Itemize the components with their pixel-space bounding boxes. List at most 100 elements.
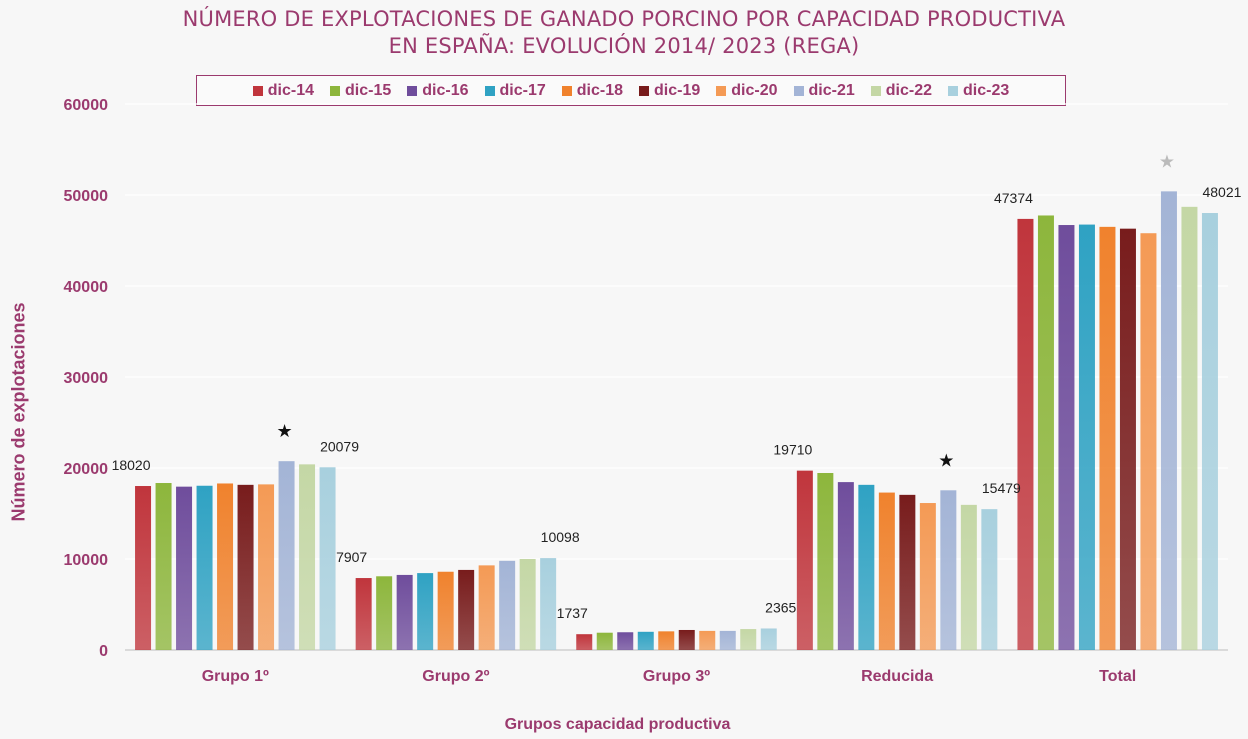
legend-label: dic-20 bbox=[731, 81, 778, 99]
legend-swatch bbox=[407, 85, 418, 96]
bar-grupo-2-dic-19 bbox=[458, 569, 475, 650]
legend-item-dic-20: dic-20 bbox=[716, 81, 778, 100]
y-tick-label: 50000 bbox=[64, 188, 109, 205]
legend-item-dic-19: dic-19 bbox=[639, 82, 700, 100]
bar-grupo-2-dic-23 bbox=[540, 558, 557, 650]
legend-swatch bbox=[948, 85, 958, 96]
data-label: 47374 bbox=[994, 190, 1033, 206]
bar-grupo-1-dic-22 bbox=[299, 464, 316, 650]
bar-grupo-1-dic-17 bbox=[196, 485, 213, 650]
x-tick-label: Grupo 1º bbox=[202, 668, 269, 685]
legend-swatch bbox=[484, 85, 495, 96]
legend-item-dic-14: dic-14 bbox=[252, 81, 314, 100]
chart-title: NÚMERO DE EXPLOTACIONES DE GANADO PORCIN… bbox=[0, 6, 1248, 60]
legend-swatch bbox=[252, 85, 263, 96]
data-label: 1737 bbox=[557, 605, 588, 621]
bar-grupo-3-dic-22 bbox=[740, 629, 757, 650]
y-tick-label: 30000 bbox=[64, 370, 109, 387]
bar-reducida-dic-23 bbox=[981, 509, 998, 650]
legend-item-dic-15: dic-15 bbox=[330, 82, 391, 100]
y-axis-label: Número de explotaciones bbox=[8, 302, 29, 522]
bar-grupo-2-dic-15 bbox=[376, 576, 393, 650]
x-axis-label: Grupos capacidad productiva bbox=[504, 716, 731, 733]
star-icon: ★ bbox=[938, 450, 954, 471]
y-tick-label: 20000 bbox=[64, 461, 109, 478]
legend-swatch bbox=[561, 85, 572, 96]
legend-label: dic-15 bbox=[345, 81, 392, 99]
star-icon: ★ bbox=[1159, 151, 1175, 172]
legend-item-dic-23: dic-23 bbox=[948, 82, 1009, 100]
bar-grupo-3-dic-20 bbox=[699, 630, 716, 650]
bar-grupo-3-dic-19 bbox=[678, 629, 695, 650]
bar-grupo-2-dic-14 bbox=[355, 578, 372, 650]
bar-total-dic-18 bbox=[1099, 226, 1116, 650]
bar-reducida-dic-14 bbox=[796, 470, 813, 650]
bar-grupo-3-dic-21 bbox=[719, 630, 736, 650]
bar-total-dic-23 bbox=[1201, 213, 1218, 650]
y-tick-label: 40000 bbox=[64, 279, 109, 296]
x-tick-label: Total bbox=[1099, 668, 1136, 685]
bar-reducida-dic-21 bbox=[940, 490, 957, 650]
bar-grupo-1-dic-23 bbox=[319, 467, 336, 650]
data-label: 15479 bbox=[982, 480, 1021, 496]
bar-grupo-2-dic-16 bbox=[396, 574, 413, 650]
bar-grupo-2-dic-17 bbox=[417, 573, 434, 650]
bar-grupo-1-dic-18 bbox=[217, 483, 234, 650]
bar-reducida-dic-22 bbox=[960, 504, 977, 650]
legend-label: dic-23 bbox=[963, 81, 1010, 99]
legend-item-dic-21: dic-21 bbox=[793, 81, 855, 100]
bar-grupo-1-dic-19 bbox=[237, 484, 254, 650]
bar-grupo-1-dic-15 bbox=[155, 483, 172, 650]
bar-total-dic-22 bbox=[1181, 206, 1198, 650]
legend-item-dic-22: dic-22 bbox=[870, 81, 932, 100]
legend-label: dic-18 bbox=[576, 81, 623, 99]
legend-label: dic-16 bbox=[422, 81, 469, 99]
bar-grupo-2-dic-21 bbox=[499, 560, 516, 650]
bar-grupo-3-dic-18 bbox=[658, 631, 675, 650]
bar-grupo-1-dic-21 bbox=[278, 461, 295, 650]
star-icon: ★ bbox=[276, 421, 292, 442]
data-label: 48021 bbox=[1202, 184, 1241, 200]
bar-grupo-2-dic-20 bbox=[478, 565, 495, 650]
legend-label: dic-14 bbox=[267, 81, 314, 99]
x-tick-label: Grupo 3º bbox=[643, 668, 710, 685]
legend-swatch bbox=[716, 85, 727, 96]
legend-swatch bbox=[330, 85, 340, 96]
bar-grupo-3-dic-16 bbox=[617, 632, 634, 650]
legend-label: dic-21 bbox=[808, 81, 855, 99]
bar-grupo-2-dic-22 bbox=[519, 559, 536, 650]
bar-total-dic-20 bbox=[1140, 233, 1157, 650]
bar-grupo-1-dic-16 bbox=[176, 486, 193, 650]
data-label: 7907 bbox=[336, 549, 367, 565]
bar-reducida-dic-19 bbox=[899, 494, 916, 650]
data-label: 2365 bbox=[765, 599, 796, 615]
x-tick-label: Reducida bbox=[861, 668, 933, 685]
bar-reducida-dic-17 bbox=[858, 484, 875, 650]
legend-label: dic-22 bbox=[885, 81, 932, 99]
legend-swatch bbox=[870, 85, 881, 96]
legend-label: dic-19 bbox=[654, 81, 701, 99]
bar-grupo-1-dic-20 bbox=[258, 484, 275, 650]
bar-total-dic-17 bbox=[1078, 224, 1095, 650]
data-label: 20079 bbox=[320, 438, 359, 454]
bar-total-dic-14 bbox=[1017, 218, 1034, 650]
chart-title-line-2: EN ESPAÑA: EVOLUCIÓN 2014/ 2023 (REGA) bbox=[388, 34, 860, 58]
legend-label: dic-17 bbox=[499, 81, 546, 99]
bar-grupo-1-dic-14 bbox=[135, 486, 152, 650]
bar-total-dic-16 bbox=[1058, 225, 1075, 650]
bar-reducida-dic-15 bbox=[817, 473, 834, 650]
bar-total-dic-21 bbox=[1160, 191, 1177, 651]
bar-total-dic-15 bbox=[1037, 215, 1054, 650]
bar-reducida-dic-16 bbox=[837, 482, 854, 650]
chart-title-line-1: NÚMERO DE EXPLOTACIONES DE GANADO PORCIN… bbox=[182, 7, 1066, 31]
legend-item-dic-17: dic-17 bbox=[484, 81, 546, 100]
chart-legend: dic-14 dic-15 dic-16 dic-17 dic-18 dic-19 dic-… bbox=[196, 75, 1066, 106]
bar-grupo-3-dic-14 bbox=[576, 634, 593, 650]
legend-swatch bbox=[639, 85, 649, 96]
bar-total-dic-19 bbox=[1119, 228, 1136, 651]
y-tick-label: 10000 bbox=[64, 552, 109, 569]
legend-item-dic-18: dic-18 bbox=[561, 81, 623, 100]
y-tick-label: 60000 bbox=[64, 97, 109, 114]
data-label: 18020 bbox=[112, 457, 151, 473]
